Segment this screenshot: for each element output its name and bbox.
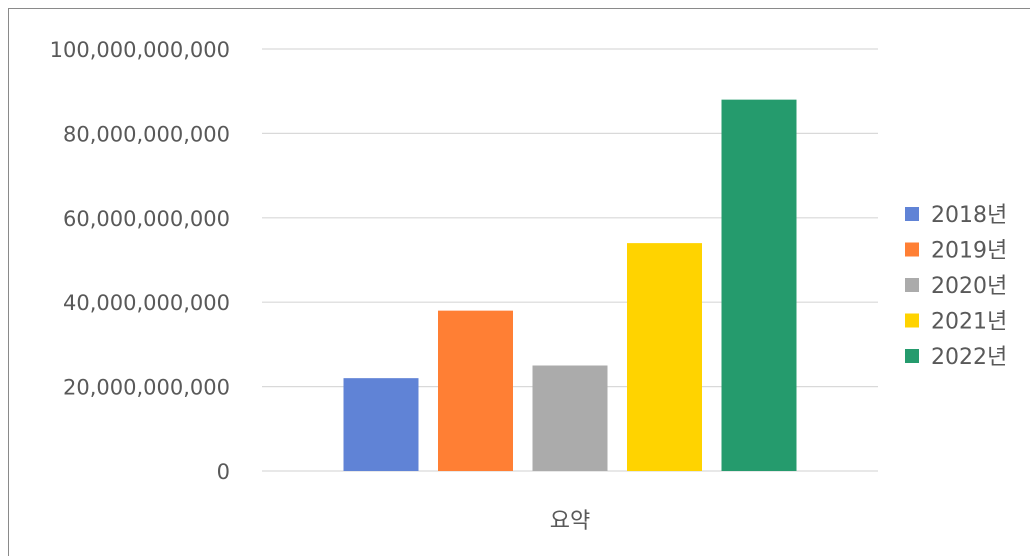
bars	[343, 99, 797, 471]
legend-swatch	[905, 349, 919, 363]
y-axis-tick-labels: 0 20,000,000,000 40,000,000,000 60,000,000,…	[50, 38, 230, 484]
chart-frame	[8, 8, 1030, 556]
legend-swatch	[905, 278, 919, 292]
legend-label: 2020년	[931, 274, 1007, 299]
legend-label: 2021년	[931, 310, 1007, 335]
bar-2018년	[343, 378, 419, 471]
bar-2021년	[627, 243, 702, 471]
y-tick-label: 20,000,000,000	[63, 376, 230, 400]
legend-label: 2018년	[931, 203, 1007, 228]
legend-label: 2022년	[931, 345, 1007, 370]
x-axis-category-labels: 요약	[550, 509, 590, 534]
bar-2022년	[721, 99, 797, 471]
legend: 2018년 2019년 2020년 2021년 2022년	[905, 203, 1007, 370]
y-tick-label: 40,000,000,000	[63, 291, 230, 315]
bar-2020년	[532, 365, 608, 471]
y-tick-label: 0	[217, 460, 230, 484]
x-category-label: 요약	[550, 509, 590, 534]
legend-swatch	[905, 313, 919, 328]
bar-2019년	[438, 310, 513, 471]
y-tick-label: 100,000,000,000	[50, 38, 230, 62]
legend-swatch	[905, 242, 919, 257]
legend-label: 2019년	[931, 239, 1007, 264]
y-tick-label: 80,000,000,000	[63, 122, 230, 146]
y-tick-label: 60,000,000,000	[63, 207, 230, 231]
legend-swatch	[905, 207, 919, 221]
